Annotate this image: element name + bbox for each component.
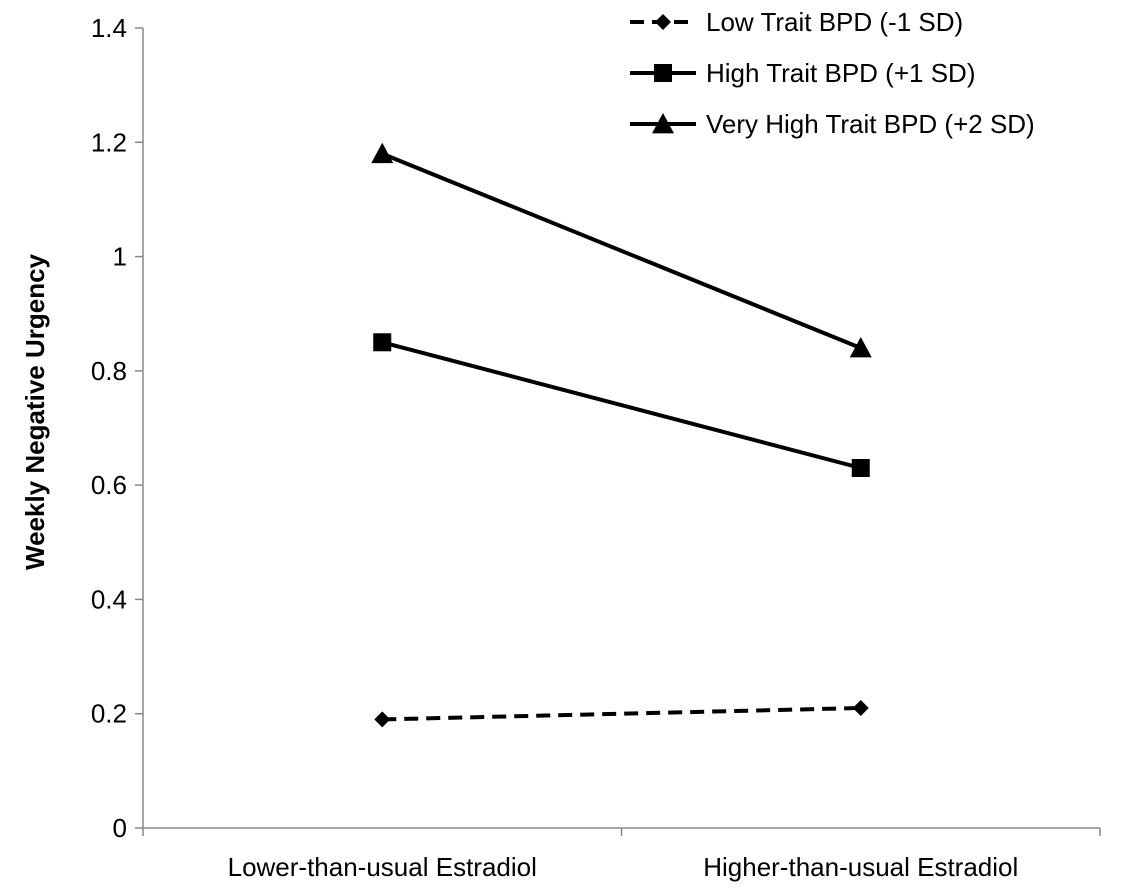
y-tick-label: 0: [113, 813, 127, 843]
y-tick-label: 0.2: [91, 699, 127, 729]
data-point: [851, 459, 870, 477]
y-tick-label: 1.4: [91, 13, 127, 43]
axes: 0 0.2 0.4 0.6 0.8 1 1.2 1.4 Lower-than-usual Est…: [91, 13, 1101, 882]
data-point: [371, 142, 394, 164]
series-line: [381, 151, 862, 350]
y-tick-label: 0.8: [91, 356, 127, 386]
y-tick-label: 0.6: [91, 470, 127, 500]
y-axis-title: Weekly Negative Urgency: [20, 253, 50, 570]
series-line: [382, 706, 861, 722]
series-group: [371, 142, 872, 358]
y-tick-label: 0.4: [91, 584, 127, 614]
y-tick-label: 1: [113, 242, 127, 272]
legend-label: Very High Trait BPD (+2 SD): [706, 109, 1035, 139]
series-group: [374, 700, 869, 728]
y-tick-label: 1.2: [91, 127, 127, 157]
legend-item: High Trait BPD (+1 SD): [630, 58, 975, 88]
x-tick-label: Lower-than-usual Estradiol: [228, 852, 537, 882]
plot-area: [371, 142, 872, 728]
legend-marker: [652, 113, 674, 134]
legend-label: High Trait BPD (+1 SD): [706, 58, 975, 88]
legend-item: Low Trait BPD (-1 SD): [630, 7, 963, 37]
legend-item: Very High Trait BPD (+2 SD): [630, 109, 1035, 139]
legend-marker: [655, 14, 671, 30]
x-tick-label: Higher-than-usual Estradiol: [703, 852, 1018, 882]
legend-marker: [654, 64, 672, 82]
data-point: [373, 333, 392, 352]
data-point: [374, 711, 391, 728]
legend-label: Low Trait BPD (-1 SD): [706, 7, 963, 37]
data-point: [852, 700, 869, 716]
series-line: [381, 340, 862, 470]
series-group: [373, 333, 870, 477]
legend: Low Trait BPD (-1 SD) High Trait BPD (+1 …: [630, 7, 1035, 139]
data-point: [849, 337, 872, 358]
